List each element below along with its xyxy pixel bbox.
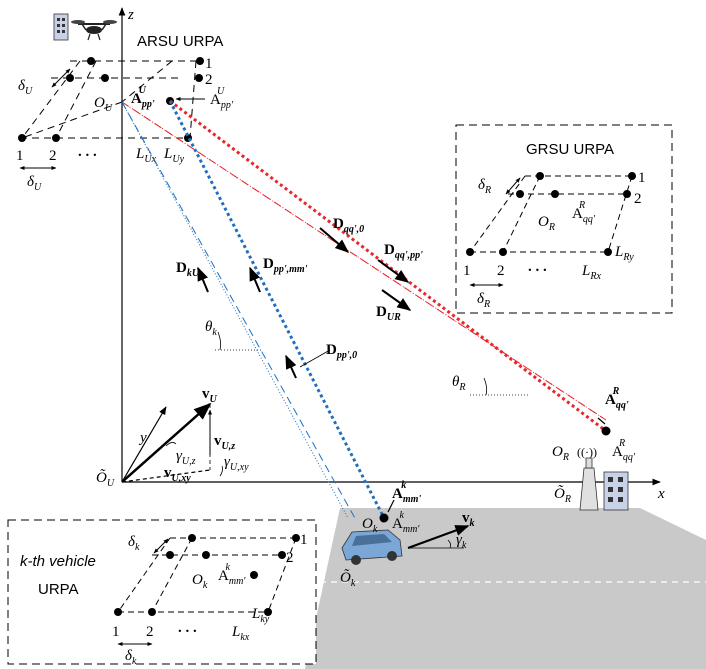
svg-text:App'U: App'U (131, 85, 155, 110)
grsu-site: Aqq'R Aqq'R OR ((·)) ÕR (552, 386, 636, 511)
svg-text:γk: γk (456, 532, 467, 551)
uav-velocity: vU vU,z vU,xy γU,z γU,xy ÕU (96, 386, 249, 489)
grsu-box (455, 124, 673, 314)
svg-text:vU,z: vU,z (214, 433, 235, 452)
svg-text:Aqq'R: Aqq'R (605, 386, 629, 411)
angles: θk θR (205, 319, 530, 396)
svg-text:2: 2 (146, 624, 154, 640)
svg-text:. . .: . . . (528, 259, 547, 275)
svg-text:ÕU: ÕU (96, 469, 115, 489)
svg-text:LUx: LUx (135, 146, 157, 165)
road (305, 508, 706, 669)
arsu-title: ARSU URPA (137, 33, 223, 50)
svg-text:δU: δU (27, 174, 42, 193)
x-axis-label: x (657, 486, 665, 502)
blue-dotted-link (121, 101, 349, 519)
svg-text:LUy: LUy (163, 146, 185, 165)
building-icon (603, 471, 629, 511)
red-thick-link (169, 99, 607, 433)
svg-text:γU,xy: γU,xy (224, 454, 249, 473)
link-lines (121, 99, 607, 521)
svg-text:2: 2 (497, 263, 505, 279)
svg-text:2: 2 (205, 72, 213, 88)
svg-text:Amm'k: Amm'k (392, 510, 420, 535)
svg-text:ÕR: ÕR (554, 485, 571, 505)
svg-text:Lkx: Lkx (231, 624, 250, 643)
svg-text:1: 1 (16, 148, 24, 164)
vehicle-title-line1: k-th vehicle (20, 553, 96, 570)
svg-text:1: 1 (300, 532, 308, 548)
direction-vectors: Dqq',0 Dqq',pp' DUR DkU Dpp',mm' Dpp',0 (176, 216, 423, 379)
svg-text:1: 1 (112, 624, 120, 640)
blue-dashed-link (121, 101, 357, 521)
svg-text:γU,z: γU,z (176, 448, 196, 467)
svg-text:1: 1 (463, 263, 471, 279)
svg-text:Ok: Ok (362, 516, 378, 535)
grsu-urpa: GRSU URPA δR 1 2 OR Aqq'R 1 2 . . . LRx … (455, 124, 673, 314)
svg-text:Aqq'R: Aqq'R (572, 200, 596, 225)
drone-icon (71, 20, 117, 41)
svg-text:Dpp',mm': Dpp',mm' (263, 256, 308, 275)
svg-text:OR: OR (552, 444, 569, 463)
grsu-title: GRSU URPA (526, 141, 614, 158)
svg-text:δk: δk (125, 648, 137, 667)
svg-text:2: 2 (49, 148, 57, 164)
svg-text:δR: δR (477, 291, 490, 310)
svg-text:LRy: LRy (614, 244, 634, 263)
vehicle-urpa: k-th vehicle URPA δk 1 2 Ok Amm'k 1 2 . … (7, 519, 317, 667)
svg-text:. . .: . . . (78, 144, 97, 160)
svg-text:Lky: Lky (251, 606, 270, 625)
svg-text:δR: δR (478, 177, 491, 196)
y-axis-label: y (138, 430, 147, 446)
svg-text:1: 1 (205, 56, 213, 72)
vehicle-site: Amm'k Amm'k Ok Õk vk γk (340, 480, 475, 589)
red-dotted-link (121, 101, 601, 417)
arsu-urpa: ARSU URPA δU 1 2 1 2 . . . δU OU LUx LUy… (16, 33, 234, 193)
car-icon (341, 529, 403, 565)
svg-text:vk: vk (462, 510, 475, 529)
building-icon (53, 13, 69, 41)
svg-text:OU: OU (94, 95, 113, 114)
svg-text:2: 2 (286, 550, 294, 566)
svg-text:1: 1 (638, 170, 646, 186)
svg-text:OR: OR (538, 214, 555, 233)
blue-thick-link (168, 100, 386, 519)
svg-text:θk: θk (205, 319, 217, 338)
svg-text:Amm'k: Amm'k (218, 562, 246, 587)
vehicle-title-line2: URPA (38, 581, 79, 598)
svg-text:DkU: DkU (176, 260, 200, 279)
svg-text:θR: θR (452, 374, 465, 393)
svg-text:DUR: DUR (376, 304, 401, 323)
svg-text:δU: δU (18, 78, 33, 97)
axes: z x y (118, 7, 665, 502)
svg-text:App'U: App'U (210, 86, 234, 111)
svg-text:Dqq',pp': Dqq',pp' (384, 242, 423, 261)
z-axis-label: z (127, 7, 134, 23)
svg-text:. . .: . . . (178, 620, 197, 636)
svg-text:2: 2 (634, 191, 642, 207)
svg-text:Dpp',0: Dpp',0 (326, 342, 357, 361)
svg-text:Dqq',0: Dqq',0 (333, 216, 364, 235)
svg-text:vU,xy: vU,xy (164, 465, 191, 484)
svg-text:Õk: Õk (340, 569, 356, 589)
y-axis (121, 406, 167, 483)
svg-text:vU: vU (202, 386, 218, 405)
svg-text:Ok: Ok (192, 572, 208, 591)
antenna-tower-icon: ((·)) (577, 445, 599, 511)
svg-text:((·)): ((·)) (577, 445, 597, 459)
svg-text:Amm'k: Amm'k (392, 480, 421, 505)
svg-text:Aqq'R: Aqq'R (612, 438, 636, 463)
svg-text:LRx: LRx (581, 263, 601, 282)
svg-text:δk: δk (128, 534, 140, 553)
